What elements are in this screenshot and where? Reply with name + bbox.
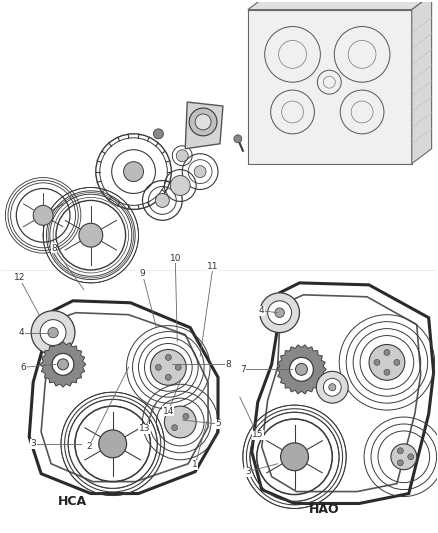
Circle shape	[296, 364, 307, 375]
Text: 14: 14	[162, 407, 174, 416]
Circle shape	[99, 430, 127, 458]
Circle shape	[31, 311, 75, 354]
Polygon shape	[248, 10, 412, 164]
Circle shape	[164, 406, 196, 438]
Circle shape	[170, 175, 190, 196]
Circle shape	[290, 358, 314, 381]
Text: HCA: HCA	[58, 495, 88, 508]
Circle shape	[40, 320, 66, 345]
Circle shape	[234, 135, 242, 143]
Polygon shape	[40, 342, 86, 387]
Circle shape	[408, 454, 414, 460]
Text: 4: 4	[259, 306, 265, 315]
Text: 8: 8	[51, 244, 57, 253]
Circle shape	[374, 359, 380, 365]
Circle shape	[194, 166, 206, 177]
Text: 10: 10	[170, 254, 181, 263]
Circle shape	[195, 114, 211, 130]
Text: 8: 8	[225, 360, 231, 369]
Polygon shape	[412, 0, 431, 164]
Circle shape	[275, 308, 284, 318]
Circle shape	[155, 365, 161, 370]
Text: 15: 15	[252, 431, 264, 439]
Text: 1: 1	[192, 460, 198, 469]
Circle shape	[260, 293, 300, 333]
Circle shape	[124, 161, 144, 182]
Text: 12: 12	[14, 273, 25, 282]
Text: HAO: HAO	[309, 503, 339, 516]
Circle shape	[394, 359, 400, 365]
Text: 5: 5	[215, 419, 221, 429]
Circle shape	[316, 372, 348, 403]
Circle shape	[52, 353, 74, 375]
Text: 3: 3	[30, 439, 36, 448]
Circle shape	[391, 444, 417, 470]
Circle shape	[79, 223, 103, 247]
Circle shape	[189, 108, 217, 136]
Text: 6: 6	[21, 363, 26, 372]
Text: 13: 13	[139, 424, 150, 433]
Circle shape	[323, 378, 341, 396]
Circle shape	[165, 374, 171, 380]
Circle shape	[175, 365, 181, 370]
Text: 7: 7	[240, 365, 246, 374]
Circle shape	[153, 129, 163, 139]
Circle shape	[384, 369, 390, 375]
Circle shape	[155, 193, 170, 207]
Text: 11: 11	[207, 262, 219, 271]
Polygon shape	[248, 0, 431, 10]
Text: 4: 4	[18, 328, 24, 337]
Text: 3: 3	[245, 467, 251, 476]
Circle shape	[384, 350, 390, 356]
Circle shape	[369, 344, 405, 380]
Circle shape	[172, 425, 177, 431]
Circle shape	[176, 150, 188, 161]
Text: 9: 9	[140, 270, 145, 278]
Circle shape	[150, 350, 186, 385]
Circle shape	[57, 359, 68, 370]
Text: 2: 2	[86, 442, 92, 451]
Circle shape	[328, 384, 336, 391]
Circle shape	[268, 301, 292, 325]
Circle shape	[33, 205, 53, 225]
Circle shape	[397, 460, 403, 466]
Polygon shape	[185, 102, 223, 149]
Polygon shape	[277, 345, 326, 394]
Circle shape	[397, 448, 403, 454]
Circle shape	[281, 443, 308, 471]
Circle shape	[48, 327, 58, 338]
Circle shape	[183, 414, 189, 419]
Circle shape	[165, 354, 171, 360]
